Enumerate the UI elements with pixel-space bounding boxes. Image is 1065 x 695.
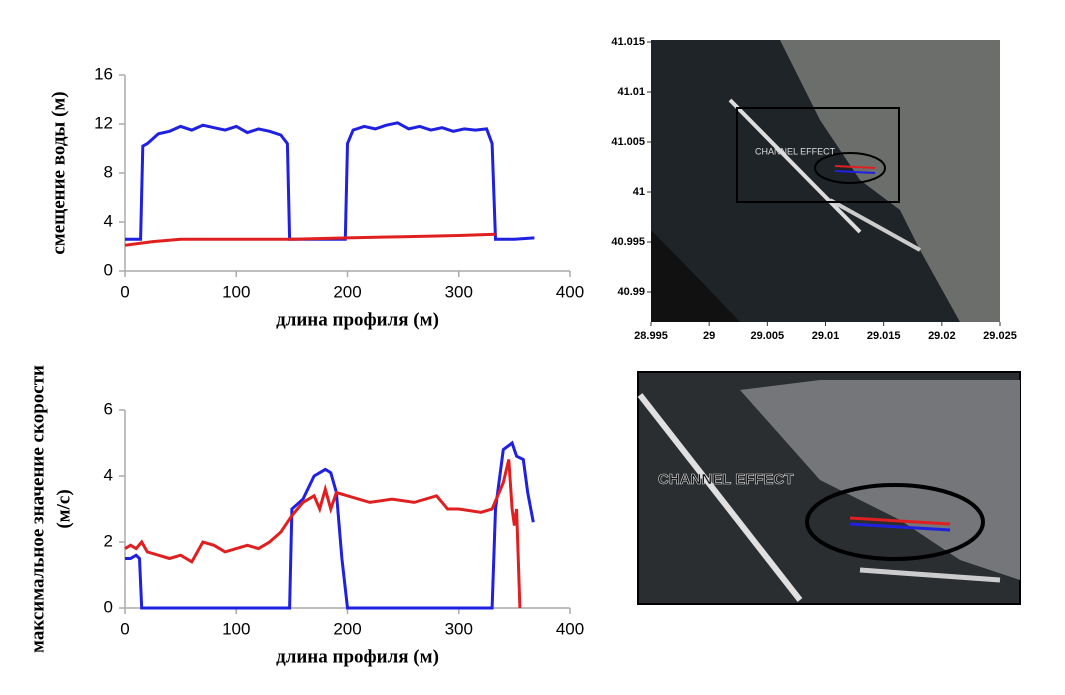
- x-tick-label: 29.02: [928, 330, 956, 342]
- profile-line: [849, 522, 951, 532]
- x-tick-label: 400: [556, 619, 584, 638]
- ellipse: [805, 483, 985, 561]
- y-tick-label: 41.015: [611, 36, 645, 48]
- y-tick-label: 41.01: [617, 86, 645, 98]
- x-tick-label: 100: [222, 282, 250, 301]
- x-axis-label: длина профиля (м): [276, 646, 439, 667]
- breakwater: [728, 98, 862, 234]
- breakwater: [859, 567, 1001, 583]
- x-tick-label: 200: [333, 619, 361, 638]
- y-axis-label: максимальное значение скорости: [27, 365, 48, 653]
- x-axis-label: длина профиля (м): [276, 309, 439, 330]
- y-tick-label: 4: [104, 465, 113, 484]
- y-tick-label: 2: [104, 531, 113, 550]
- x-tick-label: 400: [556, 282, 584, 301]
- x-tick-label: 28.995: [634, 330, 668, 342]
- x-tick-label: 29: [703, 330, 715, 342]
- y-tick-label: 4: [104, 211, 113, 230]
- x-tick-label: 29.025: [983, 330, 1017, 342]
- y-axis-label: (м/с): [53, 489, 74, 528]
- x-tick-label: 0: [120, 619, 129, 638]
- x-tick-label: 29.015: [867, 330, 901, 342]
- x-tick-label: 100: [222, 619, 250, 638]
- profile-line: [834, 165, 876, 169]
- profile-line: [849, 516, 951, 526]
- land: [780, 40, 1000, 322]
- line-series: [124, 459, 522, 609]
- y-tick-label: 12: [94, 113, 113, 132]
- inset-map: CHANNEL EFFECT: [637, 371, 1021, 605]
- x-tick-label: 29.01: [812, 330, 840, 342]
- line-series: [125, 440, 535, 610]
- x-tick-label: 200: [333, 282, 361, 301]
- y-tick-label: 0: [104, 260, 113, 279]
- map-annotation: CHANNEL EFFECT: [755, 146, 836, 156]
- breakwater: [637, 393, 803, 602]
- y-tick-label: 8: [104, 162, 113, 181]
- ellipse: [814, 152, 886, 184]
- y-tick-label: 6: [104, 399, 113, 418]
- profile-line: [834, 170, 876, 174]
- zoom-box: [736, 107, 900, 203]
- y-tick-label: 41: [633, 186, 645, 198]
- line-series: [124, 232, 496, 247]
- y-tick-label: 40.995: [611, 236, 645, 248]
- y-tick-label: 0: [104, 597, 113, 616]
- x-tick-label: 300: [445, 619, 473, 638]
- satellite-map: CHANNEL EFFECT: [651, 40, 1000, 322]
- y-axis-label: смещение воды (м): [48, 91, 69, 254]
- y-tick-label: 40.99: [617, 286, 645, 298]
- sea-dark: [651, 230, 740, 322]
- y-tick-label: 41.005: [611, 136, 645, 148]
- y-tick-label: 16: [94, 64, 113, 83]
- x-tick-label: 0: [120, 282, 129, 301]
- inset-annotation: CHANNEL EFFECT: [658, 471, 794, 488]
- x-tick-label: 300: [445, 282, 473, 301]
- breakwater: [829, 198, 921, 252]
- x-tick-label: 29.005: [751, 330, 785, 342]
